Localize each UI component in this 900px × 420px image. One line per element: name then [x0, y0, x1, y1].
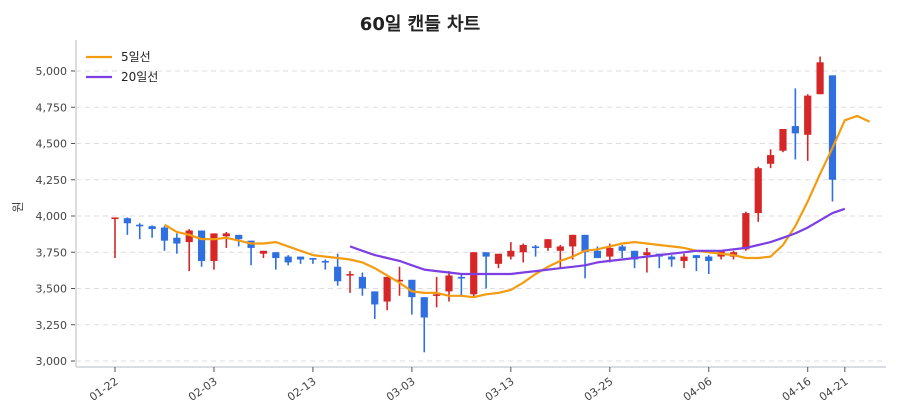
- candle-up: [779, 129, 787, 151]
- candle-down: [705, 256, 713, 261]
- x-tick-label: 04-16: [780, 375, 814, 404]
- candle-up: [519, 245, 527, 253]
- ma20-line: [349, 207, 846, 276]
- candle-down: [173, 237, 181, 244]
- candle-down: [420, 297, 428, 318]
- x-tick-label: 03-03: [384, 375, 418, 404]
- candle-down: [692, 255, 700, 259]
- y-tick-label: 3,250: [36, 319, 68, 332]
- candle-down: [457, 276, 465, 279]
- candle-up: [767, 155, 775, 164]
- candle-down: [296, 256, 305, 260]
- candle-up: [210, 233, 218, 261]
- legend-label: 20일선: [121, 70, 158, 84]
- candle-up: [569, 234, 577, 247]
- y-tick-label: 4,250: [36, 174, 68, 187]
- candle-up: [544, 239, 552, 248]
- candle-up: [754, 168, 762, 214]
- candle-up: [816, 62, 824, 95]
- candle-up: [742, 213, 750, 250]
- candle-down: [235, 234, 243, 240]
- candle-up: [556, 246, 564, 251]
- y-tick-label: 4,000: [36, 210, 68, 223]
- candle-down: [358, 276, 366, 289]
- candle-up: [804, 95, 812, 135]
- candle-down: [321, 260, 329, 263]
- candle-down: [160, 227, 169, 241]
- candles: [111, 56, 837, 353]
- ma5-line: [163, 114, 871, 299]
- candle-up: [680, 256, 688, 261]
- x-tick-label: 01-22: [87, 375, 121, 404]
- x-tick-label: 03-25: [582, 375, 616, 404]
- candle-up: [259, 250, 268, 254]
- candle-up: [395, 279, 404, 282]
- chart-title: 60일 캔들 차트: [359, 14, 481, 35]
- y-tick-label: 5,000: [36, 65, 68, 78]
- candle-down: [828, 75, 837, 180]
- x-tick-label: 04-06: [681, 375, 715, 404]
- x-tick-label: 02-03: [186, 375, 220, 404]
- candle-down: [630, 250, 639, 260]
- candle-up: [383, 276, 391, 302]
- candle-down: [408, 279, 416, 298]
- candle-down: [123, 218, 131, 224]
- candle-down: [531, 246, 540, 249]
- y-tick-label: 3,000: [36, 355, 68, 368]
- candle-down: [482, 252, 490, 257]
- candle-down: [668, 256, 676, 260]
- y-tick-label: 3,500: [36, 283, 68, 296]
- candle-up: [222, 233, 230, 237]
- candle-down: [581, 234, 589, 253]
- candle-down: [148, 226, 156, 230]
- y-tick-label: 3,750: [36, 246, 68, 259]
- candle-up: [433, 294, 441, 296]
- y-tick-label: 4,750: [36, 101, 68, 114]
- candle-down: [136, 224, 144, 227]
- candle-up: [643, 252, 651, 256]
- y-axis-label: 원: [11, 201, 25, 212]
- x-tick-label: 04-21: [817, 375, 851, 404]
- candle-up: [346, 274, 354, 276]
- candle-down: [272, 252, 280, 259]
- candle-up: [445, 275, 453, 292]
- x-tick-label: 03-13: [483, 375, 517, 404]
- candle-down: [197, 230, 206, 261]
- legend-label: 5일선: [121, 50, 151, 64]
- candle-down: [593, 250, 602, 259]
- candle-up: [494, 253, 503, 264]
- candle-up: [185, 230, 193, 243]
- candle-up: [111, 217, 119, 220]
- candle-down: [371, 291, 379, 305]
- candle-down: [618, 246, 626, 251]
- candle-down: [284, 256, 292, 263]
- candle-down: [334, 266, 342, 282]
- candle-down: [791, 126, 799, 134]
- candle-up: [507, 250, 515, 257]
- candle-down: [309, 258, 317, 260]
- y-tick-label: 4,500: [36, 138, 68, 151]
- candle-up: [606, 247, 614, 257]
- x-tick-label: 02-13: [285, 375, 319, 404]
